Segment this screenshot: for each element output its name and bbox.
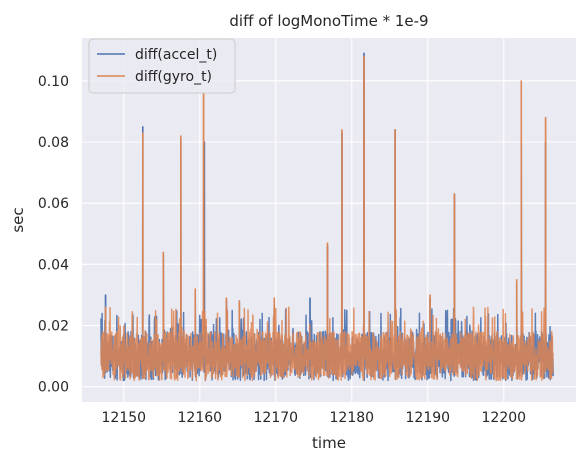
y-tick-label: 0.02 <box>38 319 69 335</box>
y-tick-label: 0.08 <box>38 135 69 151</box>
y-tick-label: 0.04 <box>38 257 69 273</box>
y-axis-ticks: 0.00 0.02 0.04 0.06 0.08 0.10 <box>38 74 69 396</box>
x-tick-label: 12200 <box>482 410 527 426</box>
legend-label-gyro: diff(gyro_t) <box>135 69 212 85</box>
x-tick-label: 12190 <box>406 410 451 426</box>
y-tick-label: 0.06 <box>38 196 69 212</box>
legend-label-accel: diff(accel_t) <box>135 47 217 63</box>
legend-box <box>88 38 236 94</box>
x-tick-label: 12180 <box>330 410 375 426</box>
x-axis-ticks: 12150 12160 12170 12180 12190 12200 <box>102 410 527 426</box>
y-tick-label: 0.10 <box>38 74 69 90</box>
y-tick-label: 0.00 <box>38 380 69 396</box>
y-axis-label: sec <box>9 207 27 232</box>
x-axis-label: time <box>312 434 346 452</box>
x-tick-label: 12160 <box>178 410 223 426</box>
legend: diff(accel_t) diff(gyro_t) <box>88 38 236 94</box>
x-tick-label: 12150 <box>102 410 147 426</box>
chart-title: diff of logMonoTime * 1e-9 <box>229 12 428 30</box>
x-tick-label: 12170 <box>254 410 299 426</box>
series-layer <box>100 52 554 382</box>
series-line-gyro <box>100 55 554 382</box>
y-grid <box>82 80 576 388</box>
